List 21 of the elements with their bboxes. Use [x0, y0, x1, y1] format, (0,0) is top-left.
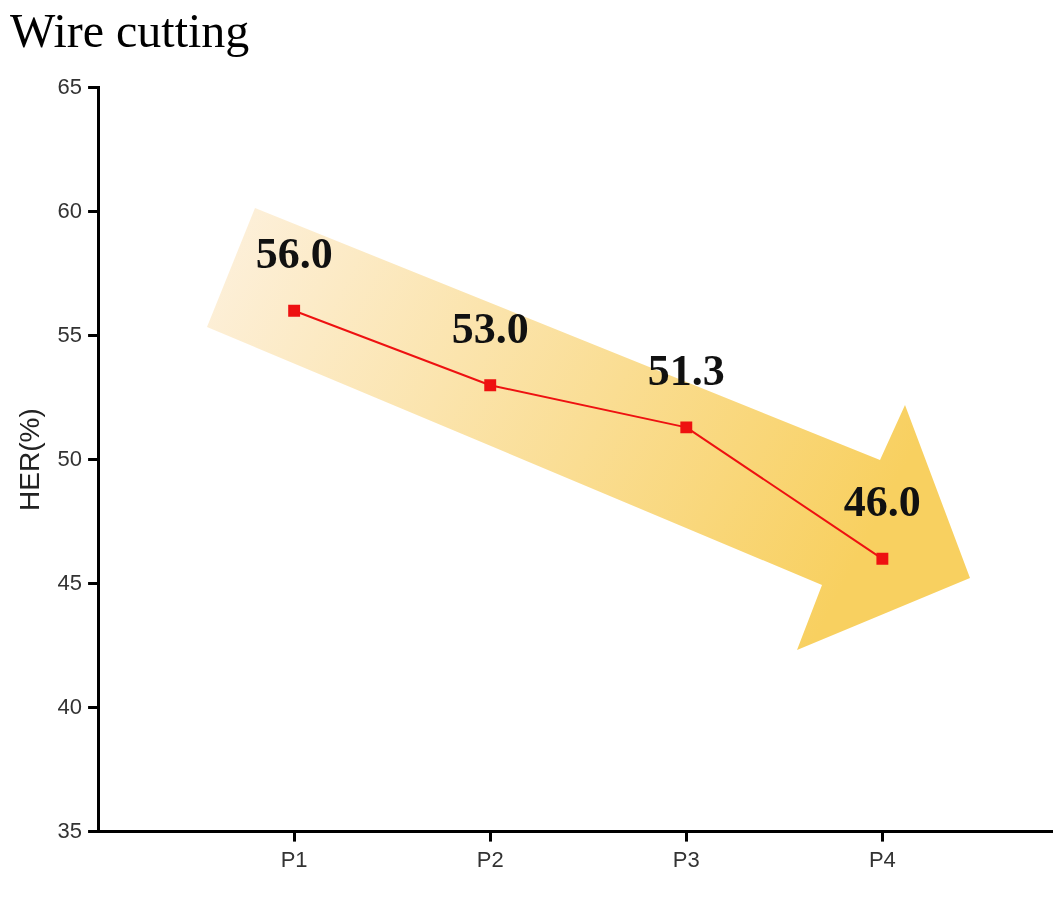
x-tick-label: P4	[868, 846, 896, 872]
x-tick-label: P2	[476, 846, 504, 872]
y-tick-label: 50	[57, 445, 83, 471]
point	[680, 421, 693, 434]
y-tick-label: 45	[57, 569, 83, 595]
y-axis-title: HER(%)	[13, 408, 45, 511]
chart-title: Wire cutting	[10, 4, 250, 58]
data-label: 53.0	[451, 303, 529, 353]
y-tick-label: 60	[57, 197, 83, 223]
y-tick-label: 35	[57, 817, 83, 843]
y-tick-label: 65	[57, 73, 83, 99]
data-label: 56.0	[255, 229, 333, 279]
point	[876, 552, 889, 565]
x-tick-label: P1	[280, 846, 308, 872]
point	[288, 304, 301, 317]
y-tick-label: 55	[57, 321, 83, 347]
point	[484, 379, 497, 392]
data-label: 51.3	[647, 345, 725, 395]
data-label: 46.0	[843, 477, 921, 527]
x-tick-label: P3	[672, 846, 700, 872]
y-tick-label: 40	[57, 693, 83, 719]
